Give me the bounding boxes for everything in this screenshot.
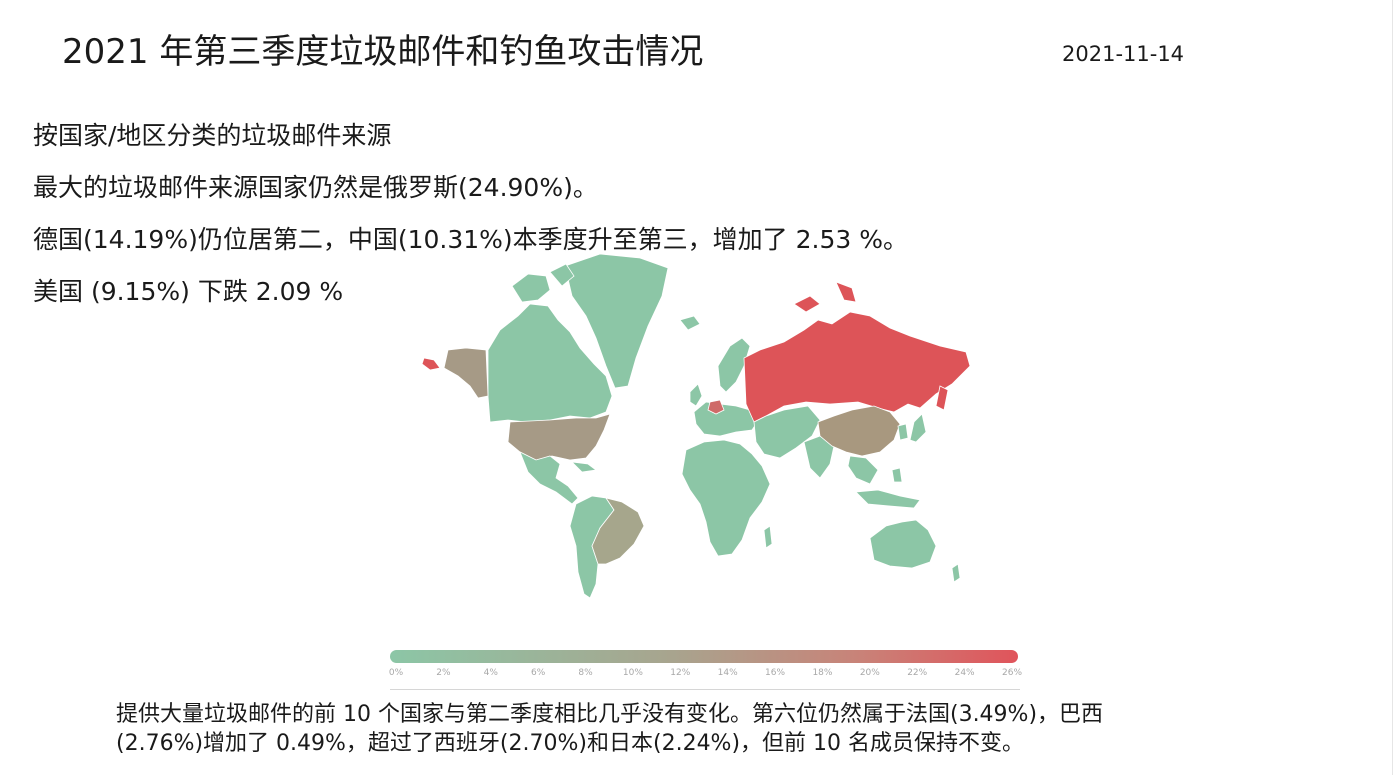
africa-region	[681, 439, 771, 557]
mexico-central-america-region	[519, 451, 579, 505]
paragraph-russia: 最大的垃圾邮件来源国家仍然是俄罗斯(24.90%)。	[33, 173, 598, 202]
brazil-region	[591, 497, 645, 565]
southeast-asia-region	[847, 455, 879, 485]
legend-tick-label: 18%	[812, 668, 833, 678]
russia-arctic-islands-region	[793, 281, 857, 313]
legend-tick-label: 6%	[531, 668, 546, 678]
china-region	[817, 405, 901, 457]
new-zealand-region	[951, 563, 961, 583]
paragraph-spam-sources-heading: 按国家/地区分类的垃圾邮件来源	[33, 121, 392, 150]
legend-tick-label: 10%	[622, 668, 643, 678]
legend-tick-label: 8%	[578, 668, 593, 678]
slide-date: 2021-11-14	[1062, 42, 1185, 66]
japan-region	[909, 413, 927, 443]
legend-tick-label: 0%	[388, 668, 404, 678]
legend-tick-labels: 0% 2% 4% 6% 8% 10% 12% 14% 16% 18% 20% 22% 24% 26%	[388, 668, 1023, 682]
map-legend: 0% 2% 4% 6% 8% 10% 12% 14% 16% 18% 20% 22% 24% 26%	[388, 648, 1023, 684]
legend-tick-label: 22%	[907, 668, 928, 678]
legend-color-scale	[390, 650, 1018, 663]
korea-region	[897, 423, 909, 441]
australia-region	[869, 519, 937, 569]
footer-note-line-1: 提供大量垃圾邮件的前 10 个国家与第二季度相比几乎没有变化。第六位仍然属于法国…	[116, 702, 1104, 727]
paragraph-germany-china: 德国(14.19%)仍位居第二，中国(10.31%)本季度升至第三，增加了 2.…	[33, 225, 908, 254]
indonesia-region	[855, 467, 921, 509]
legend-tick-label: 20%	[859, 668, 880, 678]
uk-region	[689, 383, 703, 407]
footer-note-line-2: (2.76%)增加了 0.49%，超过了西班牙(2.70%)和日本(2.24%)…	[116, 731, 1025, 756]
legend-tick-label: 16%	[765, 668, 786, 678]
caribbean-region	[570, 461, 598, 473]
legend-tick-label: 2%	[436, 668, 451, 678]
slide-title: 2021 年第三季度垃圾邮件和钓鱼攻击情况	[62, 32, 704, 72]
legend-tick-label: 14%	[717, 668, 738, 678]
legend-tick-label: 26%	[1001, 668, 1023, 678]
world-map	[421, 253, 971, 599]
greenland-region	[564, 253, 669, 389]
footer-note: 提供大量垃圾邮件的前 10 个国家与第二季度相比几乎没有变化。第六位仍然属于法国…	[116, 700, 1276, 758]
legend-tick-label: 12%	[670, 668, 691, 678]
iceland-region	[679, 315, 701, 331]
canadian-arctic-islands-region	[511, 263, 575, 303]
legend-tick-label: 24%	[954, 668, 975, 678]
aleutian-islands-region	[421, 357, 441, 371]
madagascar-region	[763, 525, 773, 549]
paragraph-usa: 美国 (9.15%) 下跌 2.09 %	[33, 277, 344, 306]
central-asia-region	[753, 405, 821, 459]
legend-tick-label: 4%	[483, 668, 498, 678]
legend-divider	[390, 689, 1020, 690]
alaska-region	[443, 347, 489, 399]
canada-region	[487, 303, 613, 423]
russia-region	[743, 311, 971, 423]
germany-region	[707, 399, 725, 415]
kamchatka-region	[935, 385, 949, 411]
